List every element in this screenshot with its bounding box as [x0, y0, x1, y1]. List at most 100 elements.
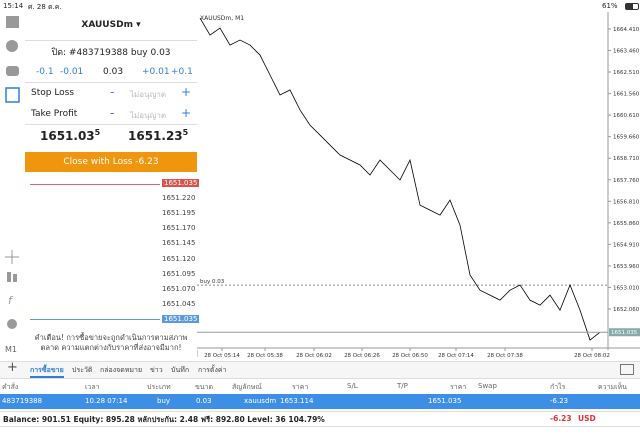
tool-icon[interactable] [7, 319, 17, 329]
tab[interactable]: กล่องจดหมาย [100, 366, 143, 374]
y-tick-label: 1664.410 [613, 27, 640, 33]
volume-step[interactable]: -0.1 [36, 67, 54, 77]
tab-bar [0, 361, 640, 379]
tab[interactable]: ข่าว [150, 366, 163, 374]
y-tick-label: 1656.810 [613, 199, 640, 205]
column-header: ขนาด [195, 383, 214, 391]
y-tick-label: 1653.010 [613, 285, 640, 291]
current-price-tag [609, 328, 640, 337]
take-profit-minus[interactable]: - [110, 106, 115, 120]
selected-row[interactable] [0, 394, 640, 409]
y-tick-label: 1661.560 [613, 92, 640, 98]
order-line-label: buy 0.03 [200, 279, 225, 285]
date: ศ. 28 ต.ค. [28, 3, 62, 11]
column-header: สัญลักษณ์ [232, 383, 262, 391]
tool-icon[interactable] [5, 87, 20, 103]
column-header: กำไร [550, 383, 566, 391]
ask-price: 1651.235 [128, 128, 188, 143]
tab[interactable]: การซื้อขาย [30, 365, 64, 378]
cell-time: 10.28 07:14 [85, 397, 128, 405]
ladder-price: 1651.120 [162, 254, 196, 263]
tab[interactable]: ประวัติ [72, 366, 93, 374]
tab-icon[interactable] [620, 364, 634, 375]
bid-price: 1651.035 [40, 128, 100, 143]
symbol[interactable]: XAUUSDm ▾ [81, 20, 141, 30]
volume-step[interactable]: -0.01 [60, 67, 84, 77]
y-tick-label: 1655.860 [613, 221, 640, 227]
column-header: ประเภท [147, 383, 171, 391]
currency: USD [578, 414, 596, 423]
timeframe[interactable]: M1 [5, 345, 17, 354]
tab[interactable]: บันทึก [171, 366, 190, 374]
x-tick-label: 28 Oct 07:14 [438, 353, 474, 359]
y-tick-label: 1657.760 [613, 178, 640, 184]
ladder-price: 1651.035 [162, 179, 200, 187]
price-line [199, 17, 601, 341]
y-tick-label: 1652.060 [613, 307, 640, 313]
tool-icon[interactable] [13, 274, 17, 282]
add-button[interactable]: + [7, 360, 18, 375]
take-profit-label: Take Profit [31, 109, 78, 119]
take-profit-value[interactable]: ไม่อนุญาต [130, 111, 167, 120]
stop-loss-plus[interactable]: + [181, 85, 192, 99]
volume-step[interactable]: +0.1 [171, 67, 193, 77]
ladder-price: 1651.035 [162, 314, 200, 323]
warning: คำเตือน! การซื้อขายจะถูกดำเนินการตามสภาพ… [34, 333, 188, 352]
bid-main: 1651.03 [40, 129, 95, 143]
chart-title: XAUUSDm, M1 [200, 15, 244, 22]
tool-icon[interactable] [6, 40, 18, 52]
close-button[interactable]: Close with Loss -6.23 [25, 152, 197, 172]
total-profit: -6.23 [550, 414, 572, 423]
cell-profit: -6.23 [550, 397, 569, 405]
cell-current-price: 1651.035 [428, 397, 462, 405]
column-header: ความเห็น [598, 383, 627, 391]
clock: 15:14 [3, 2, 24, 10]
y-tick-label: 1663.460 [613, 49, 640, 55]
ladder-price: 1651.095 [162, 269, 196, 278]
ladder-price: 1651.070 [162, 284, 196, 293]
ladder-price: 1651.045 [162, 299, 196, 308]
take-profit-plus[interactable]: + [181, 106, 192, 120]
ladder-price: 1651.145 [162, 239, 196, 248]
stop-loss-label: Stop Loss [31, 88, 75, 98]
column-header: S/L [347, 382, 358, 390]
x-tick-label: 28 Oct 06:50 [392, 353, 428, 359]
tab[interactable]: การตั้งค่า [198, 366, 227, 374]
tool-icon[interactable] [6, 16, 19, 28]
x-tick-label: 28 Oct 05:38 [247, 353, 283, 359]
y-tick-label: 1658.710 [613, 156, 640, 162]
current-price-label: 1651.035 [611, 330, 638, 336]
x-tick-label: 28 Oct 05:14 [204, 353, 240, 359]
chart: XAUUSDm, M1 1664.410 1663.460 1662.510 1661… [197, 12, 640, 359]
x-tick-label: 28 Oct 08:02 [574, 353, 610, 359]
ladder-price: 1651.170 [162, 224, 196, 233]
x-tick-label: 28 Oct 06:02 [296, 353, 332, 359]
volume[interactable]: 0.03 [103, 67, 124, 77]
column-header: Swap [478, 382, 497, 390]
tool-icon[interactable] [6, 66, 19, 76]
y-tick-label: 1654.910 [613, 242, 640, 248]
y-tick-label: 1653.960 [613, 264, 640, 270]
stop-loss-value[interactable]: ไม่อนุญาต [130, 90, 167, 99]
x-tick-label: 28 Oct 07:38 [487, 353, 523, 359]
ladder-price: 1651.195 [162, 209, 196, 218]
ladder-price: 1651.220 [162, 194, 196, 203]
ask-pip: 5 [182, 128, 189, 137]
column-header: ราคา [450, 383, 467, 391]
account-summary: Balance: 901.51 Equity: 895.28 หลักประกั… [3, 415, 325, 424]
tool-icon[interactable]: f [8, 294, 14, 307]
y-tick-label: 1660.610 [613, 113, 640, 119]
column-header: เวลา [85, 383, 100, 391]
tool-icon[interactable] [7, 272, 11, 282]
cell-symbol: xauusdm [244, 397, 277, 405]
y-tick-label: 1659.660 [613, 135, 640, 141]
toolbar: f M1 [5, 16, 20, 354]
column-header: คำสั่ง [2, 383, 19, 391]
stop-loss-minus[interactable]: - [110, 85, 115, 99]
bid-pip: 5 [94, 128, 101, 137]
volume-step[interactable]: +0.01 [142, 67, 170, 77]
close-title: ปิด: #483719388 buy 0.03 [51, 48, 171, 58]
column-header: ราคา [292, 383, 309, 391]
battery: 61% [602, 2, 618, 10]
